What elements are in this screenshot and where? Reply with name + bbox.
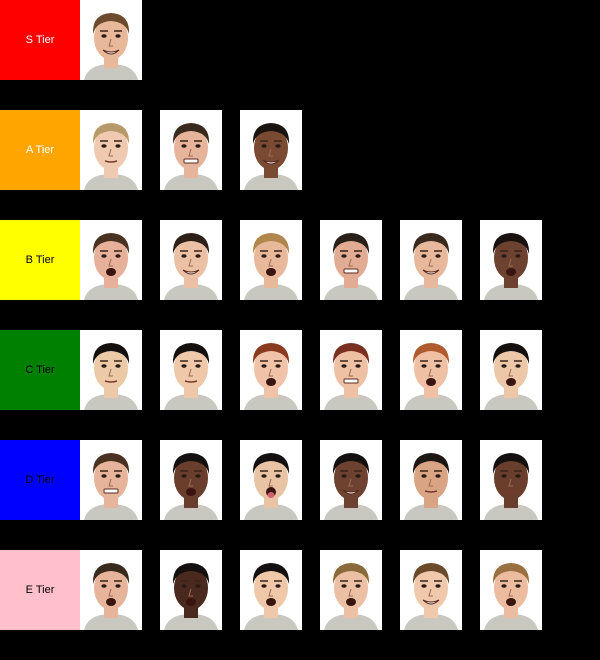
amazed-man-photo[interactable] [480,550,542,630]
calm-woman-photo[interactable] [160,330,222,410]
neutral-woman-photo[interactable] [80,110,142,190]
pouting-woman-photo[interactable] [480,440,542,520]
startled-man-photo[interactable] [80,550,142,630]
tier-label-s[interactable]: S Tier [0,0,80,80]
tier-row-e: E Tier [0,550,600,630]
surprised-woman-photo-2[interactable] [240,550,302,630]
sad-woman-photo[interactable] [480,330,542,410]
tier-label-c[interactable]: C Tier [0,330,80,410]
smiling-man-photo[interactable] [80,0,142,80]
neutral-woman-photo-2[interactable] [80,330,142,410]
disgusted-man-photo[interactable] [80,220,142,300]
tier-label-text: E Tier [25,584,55,596]
smiling-man-photo-2[interactable] [400,440,462,520]
laughing-man-photo[interactable] [400,220,462,300]
surprised-woman-photo[interactable] [480,220,542,300]
laughing-man-photo-2[interactable] [320,440,382,520]
angry-man-photo[interactable] [320,220,382,300]
tier-label-text: B Tier [25,254,55,266]
tier-label-text: D Tier [25,474,55,486]
tier-row-s: S Tier [0,0,600,80]
tier-row-b: B Tier [0,220,600,300]
tier-row-a: A Tier [0,110,600,190]
smiling-woman-photo[interactable] [400,550,462,630]
excited-man-photo[interactable] [320,550,382,630]
tier-label-text: C Tier [25,364,55,376]
tier-row-d: D Tier [0,440,600,520]
grinning-man-photo[interactable] [240,110,302,190]
tier-row-c: C Tier [0,330,600,410]
tier-label-e[interactable]: E Tier [0,550,80,630]
squinting-man-photo[interactable] [80,440,142,520]
grimacing-man-photo[interactable] [160,110,222,190]
tier-label-text: A Tier [25,144,55,156]
frowning-woman-photo[interactable] [320,330,382,410]
tier-label-a[interactable]: A Tier [0,110,80,190]
gasping-woman-photo[interactable] [160,440,222,520]
tier-label-b[interactable]: B Tier [0,220,80,300]
tier-label-d[interactable]: D Tier [0,440,80,520]
tongue-out-woman-photo[interactable] [240,440,302,520]
wide-eyed-man-photo[interactable] [160,550,222,630]
happy-man-photo[interactable] [160,220,222,300]
yelling-woman-photo[interactable] [400,330,462,410]
screaming-woman-photo[interactable] [240,220,302,300]
tier-label-text: S Tier [25,34,55,46]
shocked-woman-photo[interactable] [240,330,302,410]
